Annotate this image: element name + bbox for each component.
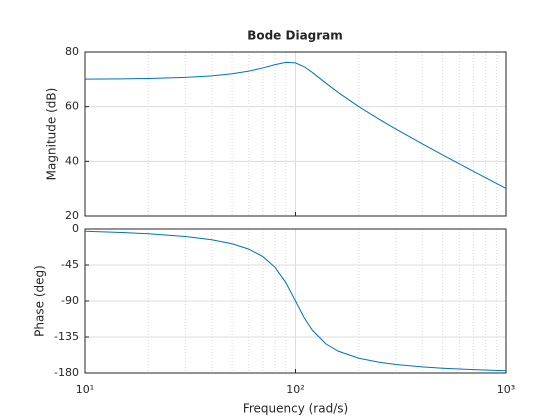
- y-tick-label: -90: [61, 294, 79, 307]
- y-tick-label: -45: [61, 258, 79, 271]
- axes-box: [84, 51, 507, 217]
- y-tick-label: 60: [65, 100, 79, 113]
- line-series: [84, 61, 507, 189]
- x-axis-label: Frequency (rad/s): [243, 402, 348, 416]
- chart-title: Bode Diagram: [247, 29, 343, 43]
- x-tick-label: 10³: [497, 383, 515, 396]
- axes-box: [84, 228, 507, 374]
- y-tick-label: -180: [54, 366, 79, 379]
- y-tick-label: 80: [65, 45, 79, 58]
- y-tick-label: 20: [65, 209, 79, 222]
- line-series: [84, 230, 507, 372]
- x-tick-label: 10¹: [76, 383, 94, 396]
- y-tick-label: 40: [65, 154, 79, 167]
- x-tick-label: 10²: [286, 383, 304, 396]
- y-tick-label: -135: [54, 330, 79, 343]
- y-tick-label: 0: [72, 222, 79, 235]
- y-axis-label: Phase (deg): [33, 265, 47, 337]
- y-axis-label: Magnitude (dB): [45, 88, 59, 181]
